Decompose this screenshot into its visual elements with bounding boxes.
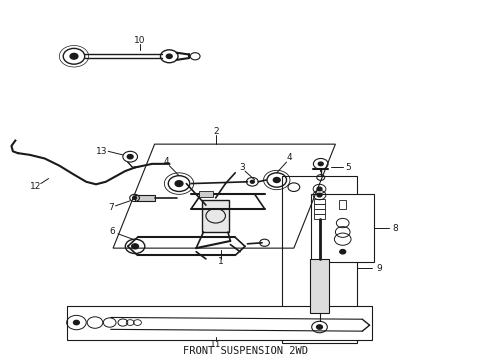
- Circle shape: [74, 320, 79, 325]
- Circle shape: [127, 154, 133, 159]
- Text: 7: 7: [108, 203, 114, 212]
- Bar: [314, 204, 325, 209]
- Bar: [339, 200, 346, 209]
- Circle shape: [317, 187, 322, 191]
- Text: 4: 4: [286, 153, 292, 162]
- Text: 5: 5: [346, 163, 351, 172]
- Bar: [311, 194, 374, 262]
- Circle shape: [273, 177, 280, 183]
- Bar: [314, 199, 325, 204]
- Bar: [135, 195, 155, 201]
- Text: 12: 12: [30, 181, 42, 190]
- Circle shape: [70, 53, 78, 59]
- Bar: [310, 259, 329, 313]
- Circle shape: [250, 180, 254, 183]
- Bar: [282, 176, 357, 343]
- Text: 3: 3: [240, 163, 245, 172]
- Bar: [314, 210, 325, 215]
- Circle shape: [340, 249, 345, 254]
- Text: FRONT SUSPENSION 2WD: FRONT SUSPENSION 2WD: [182, 346, 308, 356]
- Text: 11: 11: [210, 341, 221, 350]
- Circle shape: [133, 197, 137, 199]
- Bar: [202, 200, 229, 232]
- Circle shape: [317, 325, 322, 329]
- Text: 13: 13: [96, 147, 108, 156]
- Bar: [67, 306, 372, 339]
- Circle shape: [175, 181, 183, 186]
- Circle shape: [132, 244, 139, 249]
- Circle shape: [318, 162, 323, 166]
- Text: 4: 4: [164, 157, 170, 166]
- Bar: [198, 192, 213, 197]
- Text: 8: 8: [392, 224, 398, 233]
- Text: 10: 10: [134, 36, 146, 45]
- Text: 9: 9: [376, 264, 382, 273]
- Text: 1: 1: [218, 257, 223, 266]
- Bar: [314, 215, 325, 220]
- Circle shape: [166, 54, 172, 58]
- Text: 6: 6: [109, 228, 115, 237]
- Circle shape: [317, 193, 322, 197]
- Text: 2: 2: [213, 127, 219, 136]
